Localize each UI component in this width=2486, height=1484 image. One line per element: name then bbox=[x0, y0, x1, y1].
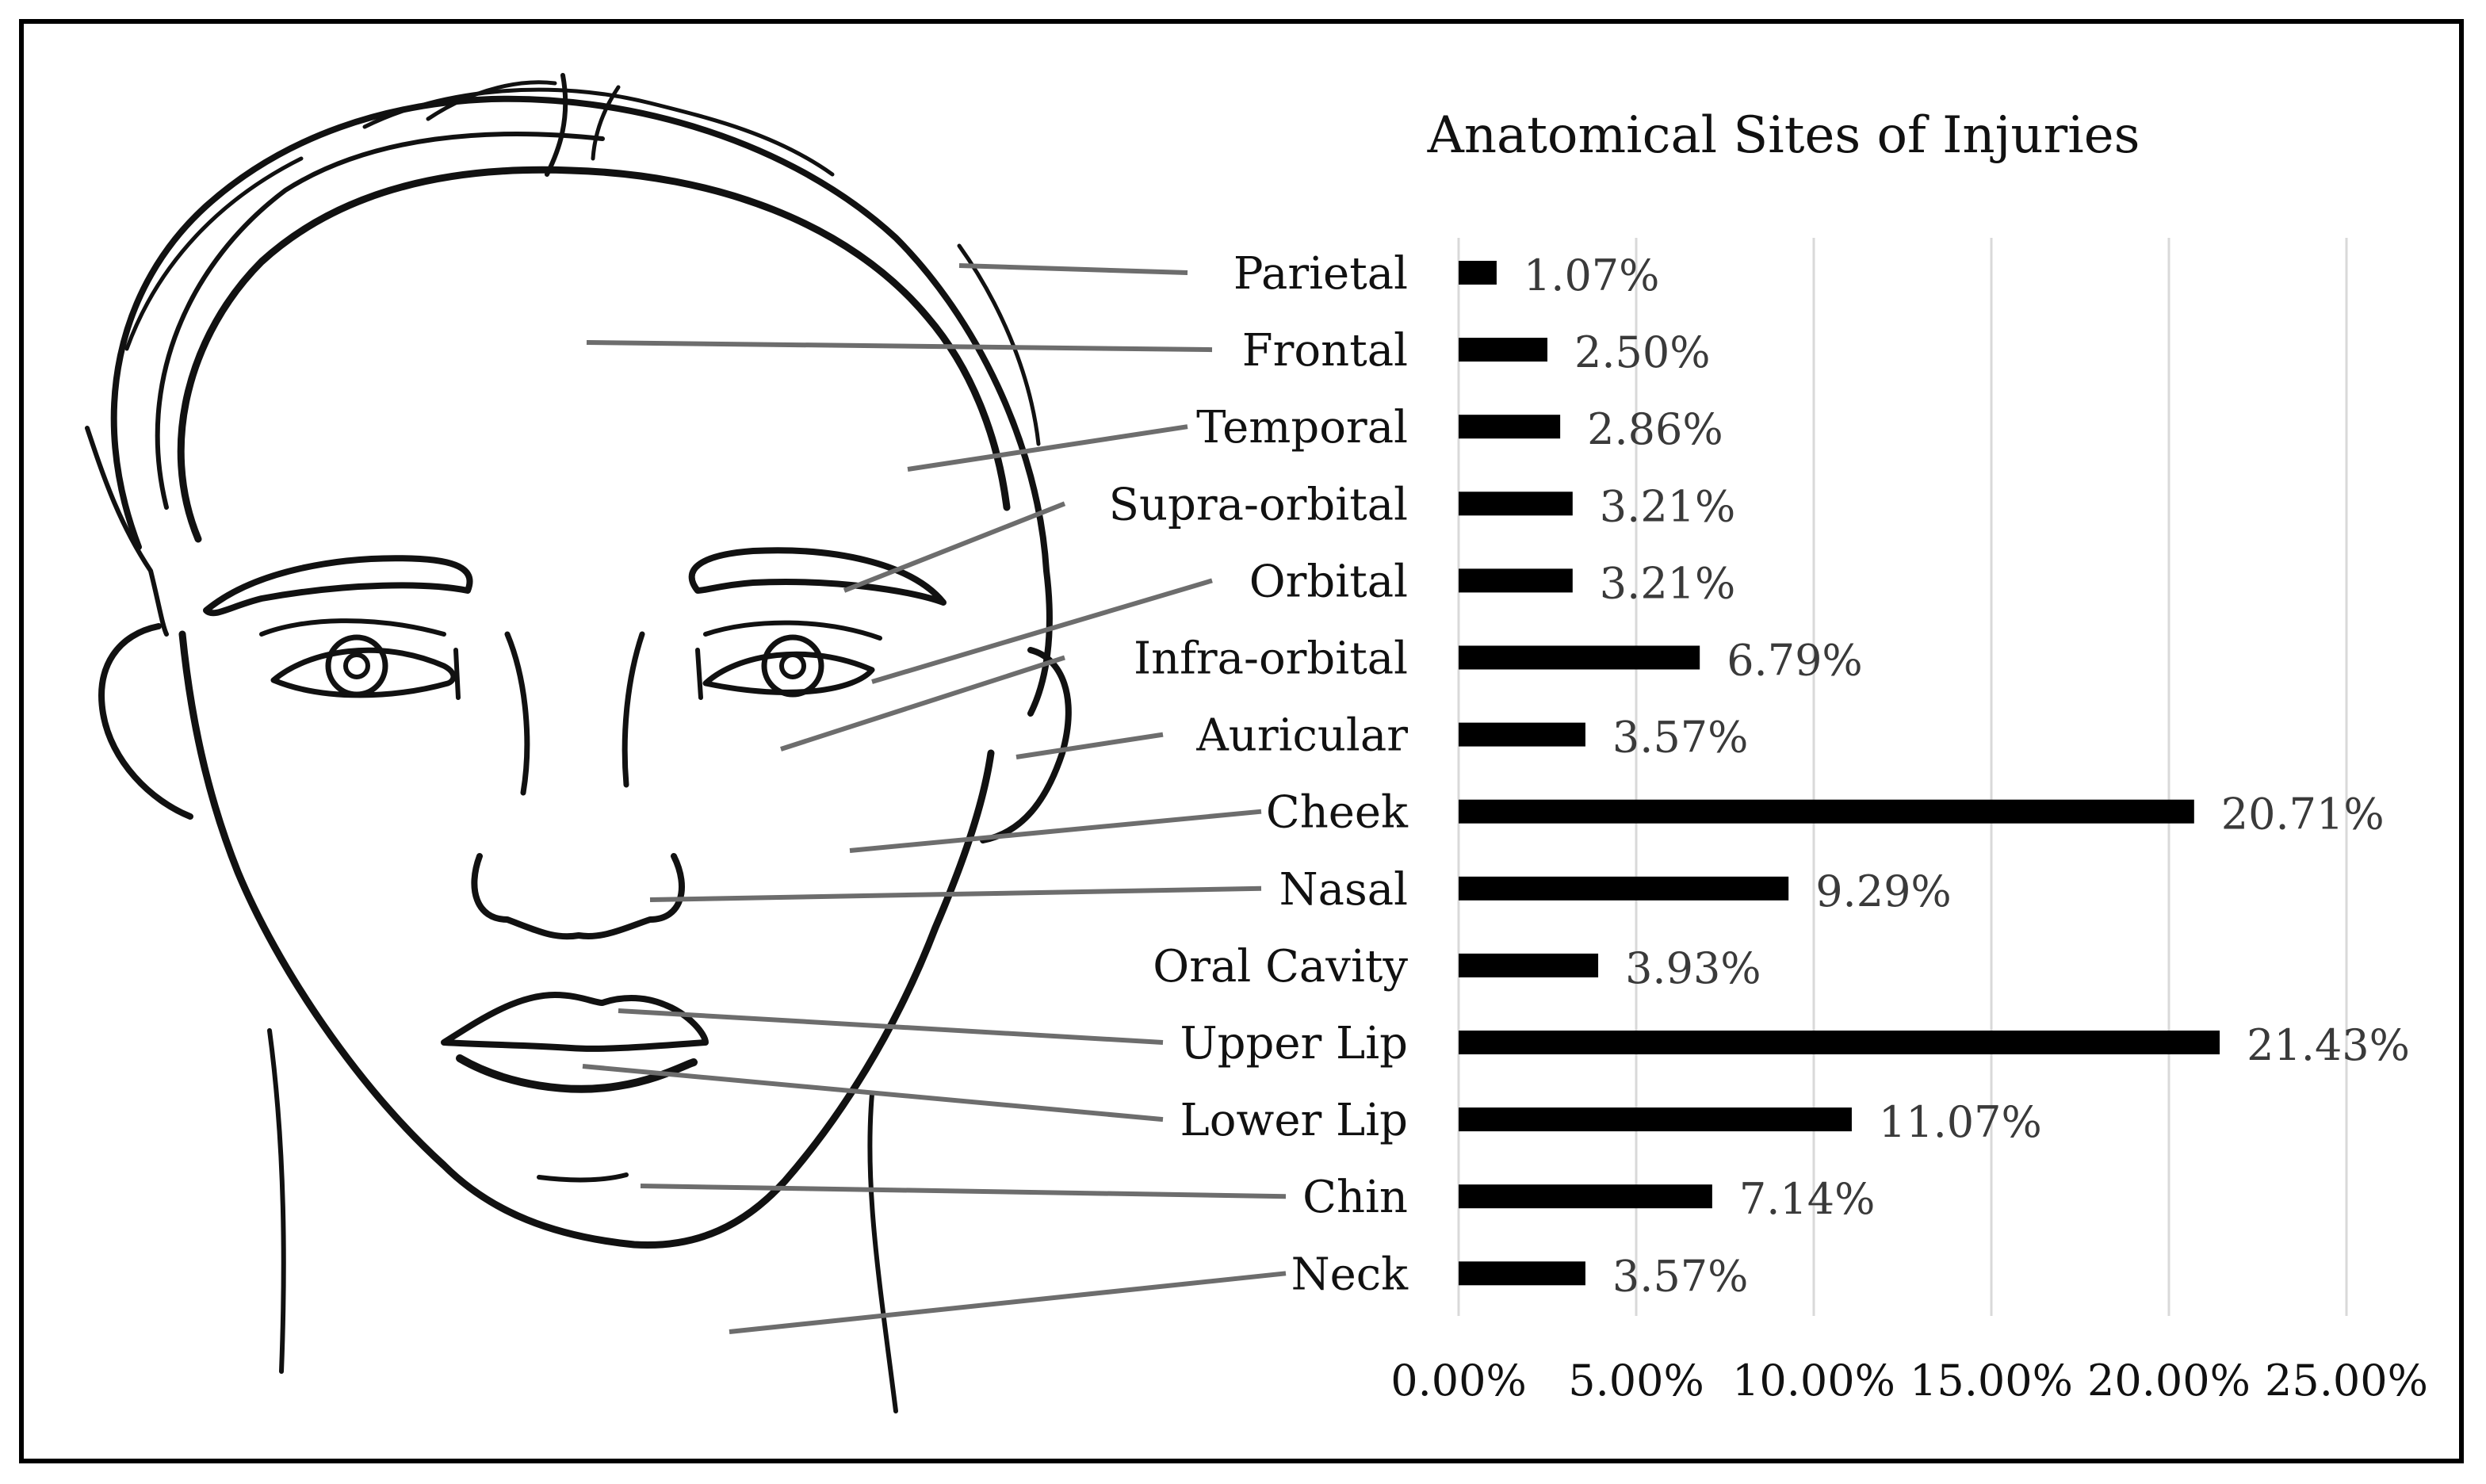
x-axis-ticks: 0.00% 5.00% 10.00% 15.00% 20.00% 25.00% bbox=[1390, 1356, 2428, 1406]
leader-line bbox=[843, 501, 1066, 593]
bar bbox=[1459, 1184, 1712, 1209]
x-tick-label: 20.00% bbox=[2087, 1356, 2251, 1406]
leader-line bbox=[729, 1271, 1287, 1334]
category-label: Auricular bbox=[1195, 710, 1408, 762]
bar bbox=[1459, 953, 1599, 977]
bar bbox=[1459, 876, 1789, 901]
value-label: 6.79% bbox=[1727, 636, 1863, 686]
category-label: Lower Lip bbox=[1180, 1095, 1409, 1146]
value-label: 2.50% bbox=[1574, 327, 1711, 377]
category-label: Upper Lip bbox=[1180, 1018, 1408, 1069]
leader-line bbox=[649, 885, 1262, 902]
bars bbox=[1459, 261, 2220, 1286]
category-label: Neck bbox=[1291, 1249, 1409, 1300]
bar bbox=[1459, 1261, 1585, 1286]
category-label: Chin bbox=[1302, 1172, 1408, 1223]
value-label: 11.07% bbox=[1879, 1097, 2042, 1147]
bar bbox=[1459, 722, 1585, 747]
value-label: 20.71% bbox=[2221, 790, 2385, 840]
category-label: Frontal bbox=[1242, 325, 1408, 377]
leader-line bbox=[958, 263, 1188, 275]
value-label: 3.93% bbox=[1625, 943, 1761, 993]
x-tick-label: 0.00% bbox=[1390, 1356, 1527, 1406]
x-tick-label: 15.00% bbox=[1910, 1356, 2073, 1406]
bar bbox=[1459, 645, 1700, 670]
category-label: Nasal bbox=[1279, 864, 1408, 916]
bar bbox=[1459, 568, 1573, 593]
x-tick-label: 25.00% bbox=[2265, 1356, 2428, 1406]
value-labels: 1.07% 2.50% 2.86% 3.21% 3.21% 6.79% 3.57% 20.71… bbox=[1524, 251, 2410, 1301]
leader-line bbox=[640, 1184, 1287, 1199]
value-label: 1.07% bbox=[1524, 251, 1660, 300]
category-label: Supra-orbital bbox=[1109, 479, 1408, 530]
leader-line bbox=[780, 655, 1065, 752]
figure-frame bbox=[19, 19, 2464, 1463]
category-label: Infra-orbital bbox=[1134, 633, 1408, 685]
value-label: 7.14% bbox=[1739, 1174, 1876, 1224]
leader-lines bbox=[582, 263, 1287, 1334]
x-tick-label: 10.00% bbox=[1732, 1356, 1895, 1406]
leader-line bbox=[849, 809, 1262, 853]
leader-line bbox=[907, 424, 1188, 472]
leader-line bbox=[1015, 732, 1164, 759]
value-label: 21.43% bbox=[2247, 1020, 2410, 1070]
category-label: Cheek bbox=[1266, 787, 1409, 839]
x-tick-label: 5.00% bbox=[1568, 1356, 1704, 1406]
category-label: Orbital bbox=[1249, 556, 1408, 607]
category-label: Oral Cavity bbox=[1153, 941, 1408, 993]
bar bbox=[1459, 799, 2194, 824]
value-label: 3.57% bbox=[1612, 713, 1749, 763]
bar bbox=[1459, 415, 1561, 439]
chart-title: Anatomical Sites of Injuries bbox=[1427, 106, 2140, 165]
bar bbox=[1459, 491, 1573, 516]
female-face-line-drawing-icon bbox=[85, 73, 1072, 1413]
leader-line bbox=[871, 578, 1213, 684]
category-label: Parietal bbox=[1233, 248, 1408, 300]
leader-line bbox=[586, 340, 1213, 353]
value-label: 9.29% bbox=[1815, 866, 1952, 916]
category-labels: Parietal Frontal Temporal Supra-orbital Orbi… bbox=[1109, 248, 1409, 1300]
bar bbox=[1459, 261, 1497, 285]
value-label: 2.86% bbox=[1587, 404, 1723, 454]
value-label: 3.21% bbox=[1600, 481, 1736, 531]
value-label: 3.57% bbox=[1612, 1251, 1749, 1301]
bar bbox=[1459, 338, 1547, 362]
value-label: 3.21% bbox=[1600, 558, 1736, 608]
leader-line bbox=[582, 1064, 1164, 1123]
category-label: Temporal bbox=[1196, 402, 1408, 453]
bar bbox=[1459, 1107, 1852, 1132]
grid-lines bbox=[1457, 238, 2348, 1316]
bar bbox=[1459, 1031, 2220, 1054]
leader-line bbox=[618, 1008, 1164, 1045]
